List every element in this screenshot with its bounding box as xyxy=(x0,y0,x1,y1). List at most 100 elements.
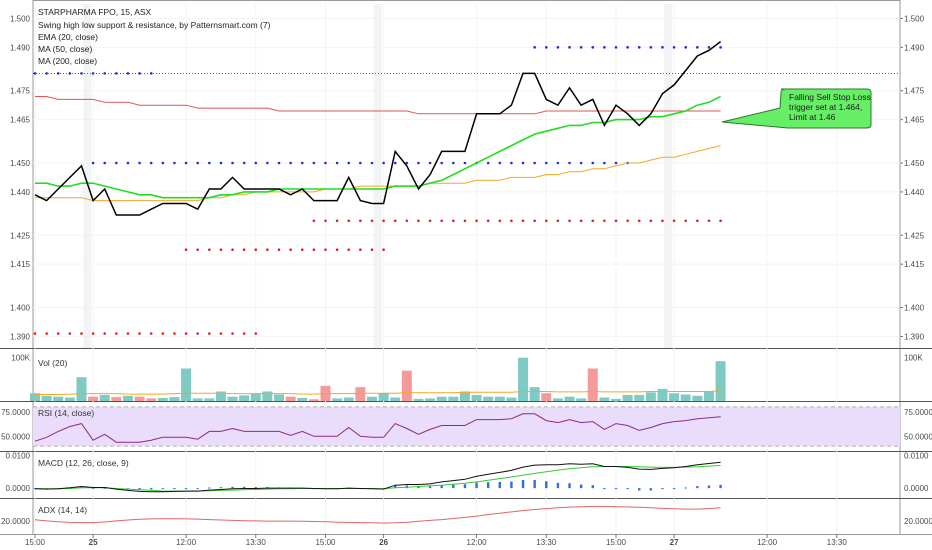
resistance-dot xyxy=(463,161,467,165)
left-price-tick: 1.415 xyxy=(10,260,31,269)
volume-bar xyxy=(122,395,133,401)
support-dot xyxy=(405,219,409,223)
support-dot xyxy=(568,219,571,223)
left-price-tick: 1.390 xyxy=(10,332,31,341)
adx-panel[interactable]: ADX (14, 14) xyxy=(34,505,721,524)
resistance-dot xyxy=(312,161,316,165)
rsi-panel[interactable]: RSI (14, close) xyxy=(33,406,900,447)
macd-histogram-bar xyxy=(579,484,583,489)
adx-line xyxy=(34,505,721,524)
resistance-dot xyxy=(173,161,176,165)
time-tick-label: 15:00 xyxy=(25,538,46,547)
volume-bar xyxy=(88,396,99,401)
volume-bar xyxy=(413,398,424,401)
callout-bubble xyxy=(721,88,872,129)
support-dot xyxy=(370,219,374,223)
time-axis[interactable]: 15:00 25 12:00 13:30 15:00 26 12:00 13:30 15:00 2… xyxy=(25,534,847,547)
resistance-dot xyxy=(521,161,525,165)
support-dot xyxy=(440,219,444,223)
right-price-axis[interactable]: 1.500 1.490 1.475 1.465 1.450 1.440 1.425 1.415… xyxy=(900,14,932,526)
macd-histogram-bar xyxy=(638,488,641,491)
macd-histogram-bar xyxy=(707,485,711,489)
support-dot xyxy=(417,219,420,223)
time-tick-label: 13:30 xyxy=(246,538,267,547)
price-panel[interactable] xyxy=(33,41,900,335)
resistance-dot xyxy=(684,46,688,49)
time-tick-label: 12:00 xyxy=(176,538,197,547)
macd-histogram-bar xyxy=(533,479,536,489)
volume-bar xyxy=(692,395,703,401)
right-price-tick: 1.450 xyxy=(904,159,925,168)
resistance-dot xyxy=(289,161,292,165)
support-dot xyxy=(126,332,130,335)
resistance-dot xyxy=(591,161,595,165)
volume-panel[interactable]: Vol (20) xyxy=(30,357,726,401)
support-dot xyxy=(626,219,629,223)
macd-histogram-bar xyxy=(231,486,234,489)
volume-bar xyxy=(146,398,157,401)
support-dot xyxy=(359,219,362,223)
support-dot xyxy=(231,248,234,252)
macd-histogram-bar xyxy=(591,485,594,489)
resistance-dot xyxy=(544,46,548,49)
support-dot xyxy=(277,248,281,252)
macd-histogram-bar xyxy=(475,482,478,489)
resistance-dot xyxy=(115,72,118,75)
support-dot xyxy=(208,248,211,252)
time-tick-label: 12:00 xyxy=(467,538,488,547)
support-dot xyxy=(498,219,502,223)
resistance-dot xyxy=(208,161,211,165)
time-tick-label: 15:00 xyxy=(606,538,627,547)
support-dot xyxy=(591,219,595,223)
resistance-dot xyxy=(126,161,130,165)
support-dot xyxy=(173,332,176,335)
volume-bar xyxy=(483,396,494,401)
support-dot xyxy=(91,332,95,335)
resistance-dot xyxy=(579,46,583,49)
resistance-dot xyxy=(544,161,548,165)
left-rsi-tick: 50.0000 xyxy=(1,432,30,441)
order-callout[interactable]: Falling Sell Stop Loss trigger set at 1.… xyxy=(721,88,872,129)
volume-bar xyxy=(41,395,52,401)
macd-histogram-bar xyxy=(428,486,432,489)
resistance-dot xyxy=(696,46,699,49)
volume-bar xyxy=(645,392,656,401)
macd-histogram-bar xyxy=(184,488,188,490)
resistance-dot xyxy=(219,161,223,165)
volume-bar xyxy=(343,397,354,401)
volume-bar xyxy=(250,393,261,401)
volume-bar xyxy=(669,393,680,401)
right-rsi-tick: 50.0000 xyxy=(904,432,932,441)
right-adx-tick: 20.0000 xyxy=(904,517,932,526)
support-dot xyxy=(719,219,722,223)
left-price-axis[interactable]: 1.500 1.490 1.475 1.465 1.450 1.440 1.425 1.415… xyxy=(1,14,31,525)
legend-ma200: MA (200, close) xyxy=(38,56,97,66)
volume-bar xyxy=(227,396,238,401)
support-dot xyxy=(266,248,269,252)
resistance-dot xyxy=(382,161,385,165)
time-tick-label: 27 xyxy=(670,538,679,547)
support-dot xyxy=(335,219,339,223)
support-dot xyxy=(672,219,676,223)
resistance-dot xyxy=(428,161,432,165)
macd-histogram-bar xyxy=(545,481,548,489)
resistance-dot xyxy=(498,161,502,165)
right-macd-tick: 0.0100 xyxy=(904,451,929,460)
price-line xyxy=(34,41,722,216)
support-dot xyxy=(324,219,327,223)
right-price-tick: 1.415 xyxy=(904,260,925,269)
volume-bar xyxy=(169,397,180,401)
resistance-dot xyxy=(626,46,629,49)
resistance-dot xyxy=(347,161,351,165)
session-shade xyxy=(373,4,382,348)
support-dot xyxy=(103,332,107,335)
volume-bar xyxy=(99,394,110,401)
support-dot xyxy=(614,219,618,223)
macd-histogram-bar xyxy=(684,487,687,489)
macd-panel[interactable]: MACD (12, 26, close, 9) xyxy=(33,458,722,493)
rsi-band-bounds xyxy=(33,406,900,447)
right-price-tick: 1.425 xyxy=(904,231,925,240)
resistance-dot xyxy=(359,161,362,165)
resistance-dot xyxy=(591,46,595,49)
